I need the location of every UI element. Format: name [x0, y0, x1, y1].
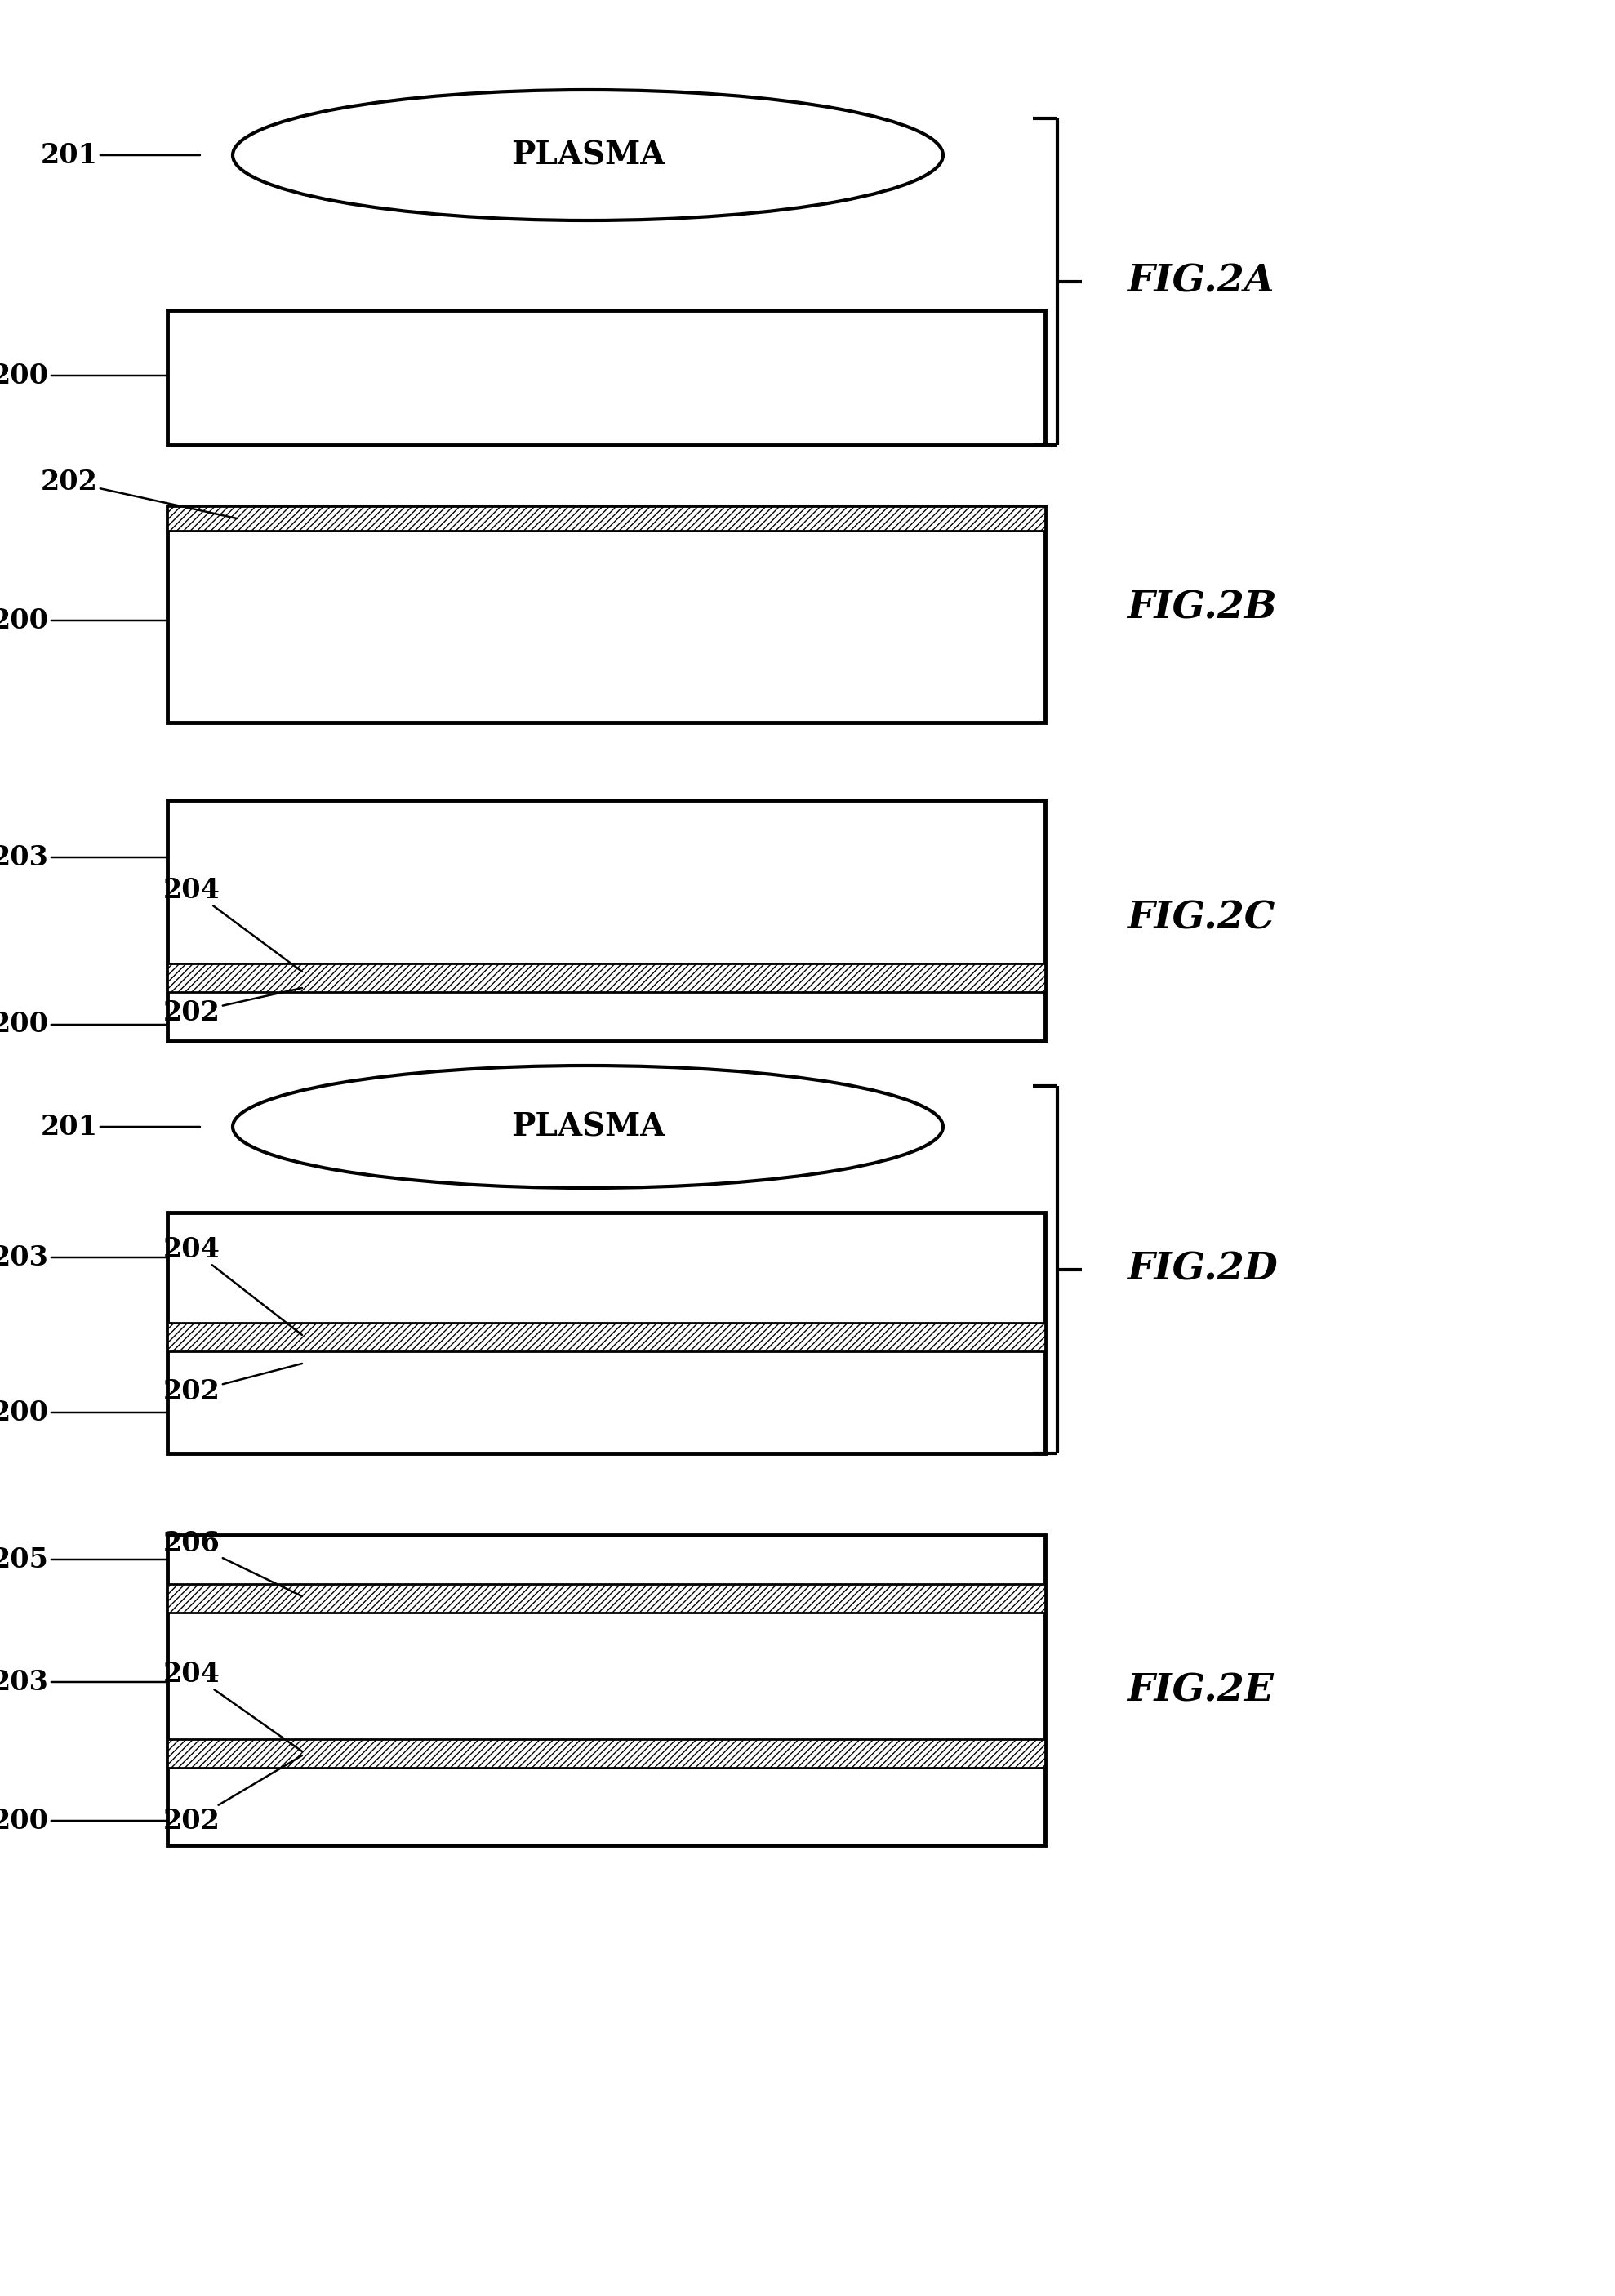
- Text: 204: 204: [163, 877, 302, 971]
- Text: 200: 200: [0, 363, 168, 388]
- Text: 200: 200: [0, 1807, 168, 1835]
- Bar: [168, 310, 1045, 445]
- Text: 200: 200: [0, 606, 168, 634]
- Bar: [168, 1322, 1045, 1352]
- Text: PLASMA: PLASMA: [510, 140, 665, 170]
- Bar: [168, 1212, 1045, 1453]
- Text: 202: 202: [163, 1364, 302, 1405]
- Text: 206: 206: [163, 1529, 302, 1596]
- Text: FIG.2B: FIG.2B: [1127, 590, 1277, 627]
- Text: 205: 205: [0, 1545, 168, 1573]
- Text: 203: 203: [0, 845, 168, 870]
- Text: FIG.2E: FIG.2E: [1127, 1671, 1274, 1708]
- Bar: [168, 1738, 1045, 1768]
- Bar: [168, 505, 1045, 530]
- Text: 200: 200: [0, 1010, 168, 1038]
- Text: 203: 203: [0, 1244, 168, 1272]
- Bar: [168, 801, 1045, 1040]
- Text: 202: 202: [163, 987, 302, 1026]
- Bar: [168, 505, 1045, 723]
- Text: PLASMA: PLASMA: [510, 1111, 665, 1143]
- Bar: [168, 1584, 1045, 1612]
- Bar: [168, 964, 1045, 992]
- Text: FIG.2D: FIG.2D: [1127, 1251, 1277, 1288]
- Text: 202: 202: [40, 468, 237, 519]
- Text: 201: 201: [40, 1114, 200, 1141]
- Text: 203: 203: [0, 1669, 168, 1694]
- Ellipse shape: [233, 90, 943, 220]
- Text: 200: 200: [0, 1398, 168, 1426]
- Text: 201: 201: [40, 142, 200, 168]
- Text: FIG.2C: FIG.2C: [1127, 900, 1274, 937]
- Ellipse shape: [233, 1065, 943, 1187]
- Text: 202: 202: [163, 1756, 302, 1835]
- Bar: [168, 1536, 1045, 1846]
- Text: FIG.2A: FIG.2A: [1127, 264, 1274, 301]
- Text: 204: 204: [163, 1660, 302, 1752]
- Text: 204: 204: [163, 1235, 302, 1334]
